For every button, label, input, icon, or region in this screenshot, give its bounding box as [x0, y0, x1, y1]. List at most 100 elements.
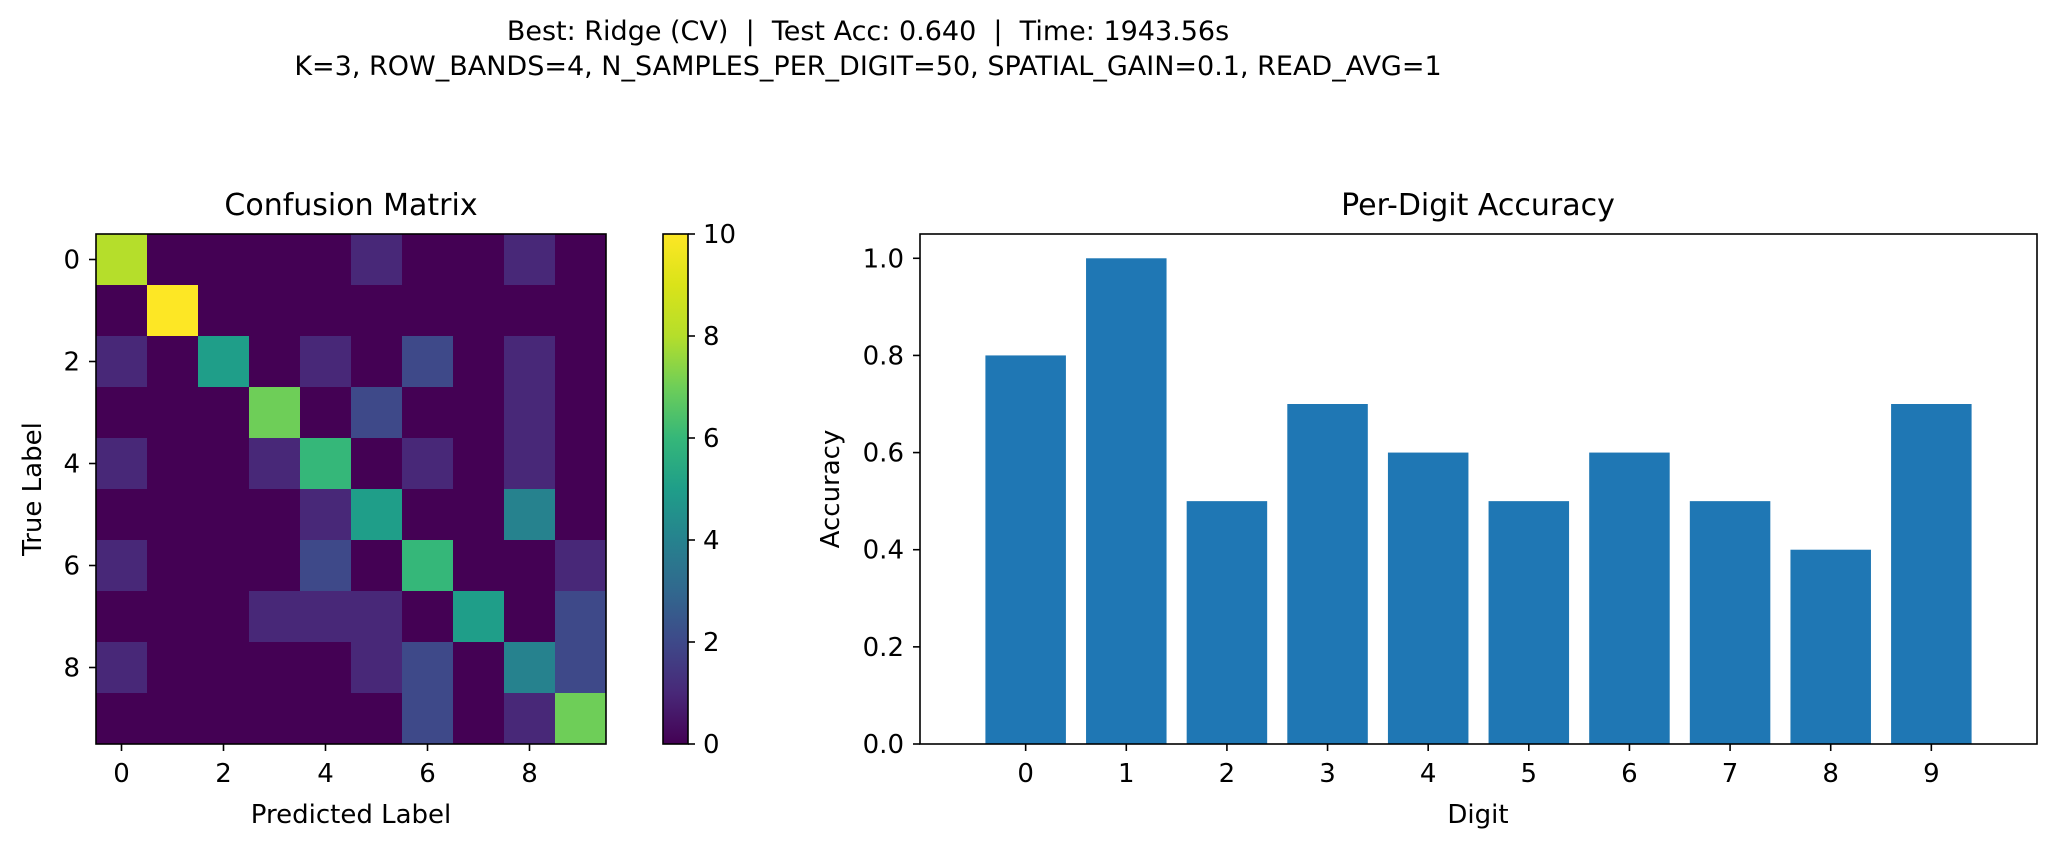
cm-cell-6-5	[351, 540, 403, 592]
cm-cell-5-7	[453, 489, 505, 541]
cm-cell-1-4	[300, 285, 352, 337]
cm-y-tick-label: 0	[63, 246, 80, 276]
cm-cell-0-0	[96, 234, 148, 286]
cm-cell-7-4	[300, 591, 352, 643]
colorbar-tick-label: 10	[703, 220, 736, 250]
bar-digit-7	[1689, 501, 1771, 744]
bar-y-tick-label: 0.6	[863, 439, 904, 469]
cm-cell-2-0	[96, 336, 148, 388]
cm-cell-5-5	[351, 489, 403, 541]
cm-cell-8-3	[249, 642, 301, 694]
per-digit-accuracy-title: Per-Digit Accuracy	[1341, 188, 1615, 223]
cm-cell-8-8	[504, 642, 556, 694]
cm-cell-6-0	[96, 540, 148, 592]
cm-cell-3-2	[198, 387, 250, 439]
cm-cell-6-9	[555, 540, 607, 592]
cm-cell-1-6	[402, 285, 454, 337]
cm-cell-0-1	[147, 234, 199, 286]
cm-cell-4-2	[198, 438, 250, 490]
cm-cell-4-7	[453, 438, 505, 490]
cm-cell-5-1	[147, 489, 199, 541]
cm-cell-1-2	[198, 285, 250, 337]
cm-cell-0-7	[453, 234, 505, 286]
cm-y-tick-label: 2	[63, 348, 80, 378]
cm-cell-2-4	[300, 336, 352, 388]
bar-chart-y-ticks: 0.0 0.2 0.4 0.6 0.8 1.0	[863, 244, 920, 760]
cm-cell-6-4	[300, 540, 352, 592]
cm-cell-2-2	[198, 336, 250, 388]
confusion-matrix-ylabel: True Label	[18, 422, 48, 557]
confusion-matrix-cells	[96, 234, 607, 745]
cm-cell-7-7	[453, 591, 505, 643]
cm-cell-1-9	[555, 285, 607, 337]
cm-x-tick-label: 4	[317, 759, 334, 789]
cm-y-tick-label: 8	[63, 654, 80, 684]
cm-cell-5-4	[300, 489, 352, 541]
cm-cell-1-5	[351, 285, 403, 337]
cm-cell-2-3	[249, 336, 301, 388]
cm-cell-6-3	[249, 540, 301, 592]
cm-cell-9-7	[453, 693, 505, 745]
cm-cell-0-6	[402, 234, 454, 286]
cm-cell-9-1	[147, 693, 199, 745]
confusion-matrix-title: Confusion Matrix	[224, 188, 477, 223]
bar-digit-9	[1891, 404, 1972, 744]
cm-cell-5-6	[402, 489, 454, 541]
bar-chart-ylabel: Accuracy	[816, 430, 846, 549]
cm-cell-4-8	[504, 438, 556, 490]
bar-chart-frame	[919, 233, 2038, 745]
cm-cell-7-1	[147, 591, 199, 643]
bar-y-tick-label: 0.0	[863, 730, 904, 760]
bar-x-tick-label: 6	[1621, 759, 1638, 789]
cm-cell-9-0	[96, 693, 148, 745]
cm-cell-9-2	[198, 693, 250, 745]
cm-cell-9-3	[249, 693, 301, 745]
cm-x-tick-label: 8	[521, 759, 538, 789]
bar-digit-2	[1186, 501, 1268, 744]
cm-cell-4-4	[300, 438, 352, 490]
bar-x-tick-label: 2	[1219, 759, 1236, 789]
cm-cell-7-6	[402, 591, 454, 643]
cm-cell-2-8	[504, 336, 556, 388]
bar-digit-3	[1287, 404, 1368, 744]
cm-cell-6-2	[198, 540, 250, 592]
cm-cell-3-9	[555, 387, 607, 439]
bar-chart-xlabel: Digit	[1447, 800, 1508, 830]
cm-cell-0-4	[300, 234, 352, 286]
cm-cell-9-8	[504, 693, 556, 745]
cm-cell-8-2	[198, 642, 250, 694]
cm-cell-8-9	[555, 642, 607, 694]
bar-x-tick-label: 4	[1420, 759, 1437, 789]
cm-cell-9-9	[555, 693, 607, 745]
bar-chart-x-ticks: 0 1 2 3 4 5 6 7 8 9	[1017, 744, 1940, 789]
cm-cell-4-9	[555, 438, 607, 490]
bar-x-tick-label: 9	[1923, 759, 1940, 789]
cm-cell-7-2	[198, 591, 250, 643]
bar-digit-0	[985, 355, 1066, 744]
cm-x-tick-label: 0	[113, 759, 130, 789]
bar-y-tick-label: 1.0	[863, 244, 904, 274]
colorbar-ticks: 0 2 4 6 8 10	[688, 220, 736, 760]
confusion-matrix-y-ticks: 0 2 4 6 8	[63, 246, 96, 684]
colorbar-tick-label: 0	[703, 730, 720, 760]
cm-cell-3-8	[504, 387, 556, 439]
cm-cell-3-6	[402, 387, 454, 439]
cm-cell-5-3	[249, 489, 301, 541]
cm-cell-4-0	[96, 438, 148, 490]
bar-digit-1	[1086, 258, 1167, 744]
cm-cell-6-7	[453, 540, 505, 592]
figure-title-line2: K=3, ROW_BANDS=4, N_SAMPLES_PER_DIGIT=50…	[294, 51, 1441, 82]
confusion-matrix-xlabel: Predicted Label	[251, 800, 451, 830]
cm-cell-7-8	[504, 591, 556, 643]
cm-cell-5-9	[555, 489, 607, 541]
cm-cell-0-3	[249, 234, 301, 286]
cm-cell-5-8	[504, 489, 556, 541]
cm-cell-7-9	[555, 591, 607, 643]
bar-y-tick-label: 0.2	[863, 633, 904, 663]
cm-x-tick-label: 6	[419, 759, 436, 789]
cm-cell-6-1	[147, 540, 199, 592]
cm-cell-1-8	[504, 285, 556, 337]
colorbar-tick-label: 4	[703, 526, 720, 556]
